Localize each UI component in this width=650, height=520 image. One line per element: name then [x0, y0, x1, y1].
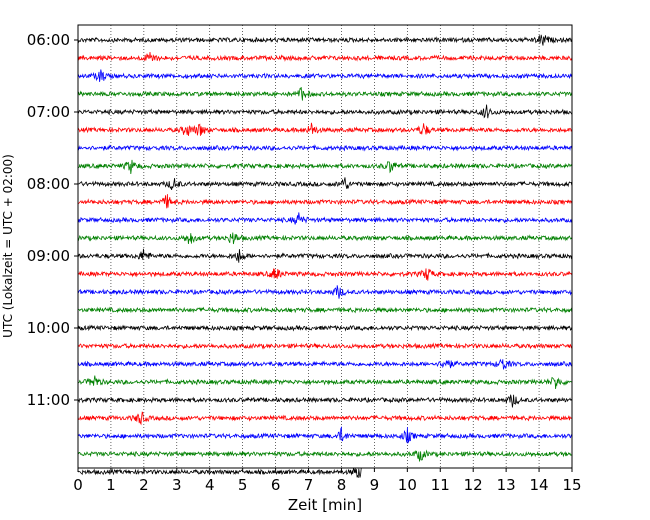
trace-row [78, 425, 573, 445]
x-tick-label: 10 [398, 476, 417, 494]
trace-row [77, 122, 573, 136]
x-tick-label: 6 [271, 476, 281, 494]
trace-row [77, 232, 573, 245]
trace-row [77, 306, 573, 314]
x-tick-label: 1 [106, 476, 116, 494]
x-tick-label: 15 [562, 476, 581, 494]
x-tick-label: 4 [205, 476, 215, 494]
y-tick-label: 09:00 [27, 247, 70, 265]
x-tick-label: 13 [497, 476, 516, 494]
trace-row [77, 411, 573, 426]
trace-row [77, 342, 573, 350]
y-axis-label: UTC (Lokalzeit = UTC + 02:00) [1, 154, 15, 338]
trace-row [77, 358, 573, 371]
x-gridlines [110, 25, 540, 468]
x-tick-label: 8 [337, 476, 347, 494]
x-axis-ticks: 0 1 2 3 4 5 6 7 8 9 10 11 12 13 14 15 [73, 468, 582, 494]
x-tick-label: 3 [172, 476, 182, 494]
trace-row [77, 86, 573, 101]
trace-row [77, 144, 573, 152]
x-tick-label: 12 [464, 476, 483, 494]
y-tick-label: 07:00 [27, 103, 70, 121]
x-tick-label: 5 [238, 476, 248, 494]
y-tick-label: 06:00 [27, 31, 70, 49]
trace-row [77, 394, 573, 408]
trace-row [77, 285, 573, 299]
x-tick-label: 7 [304, 476, 314, 494]
trace-row [77, 375, 573, 390]
x-tick-label: 9 [370, 476, 380, 494]
trace-row [77, 194, 573, 209]
trace-row [77, 104, 573, 119]
trace-row [77, 34, 573, 46]
trace-row [77, 467, 362, 479]
y-axis-ticks: 06:00 07:00 08:00 09:00 10:00 11:00 [27, 31, 78, 409]
x-tick-label: 0 [73, 476, 83, 494]
trace-row [77, 449, 573, 463]
y-tick-label: 10:00 [27, 319, 70, 337]
plot-frame [77, 24, 573, 469]
x-tick-label: 2 [139, 476, 149, 494]
x-tick-label: 11 [431, 476, 450, 494]
trace-row [77, 268, 573, 281]
trace-row [77, 159, 573, 175]
x-axis-label: Zeit [min] [288, 496, 362, 514]
seismogram-traces [77, 34, 573, 479]
trace-row [77, 212, 573, 225]
trace-row [77, 248, 573, 263]
x-tick-label: 14 [530, 476, 549, 494]
trace-row [77, 177, 573, 190]
y-tick-label: 08:00 [27, 175, 70, 193]
y-tick-label: 11:00 [27, 391, 70, 409]
trace-row [77, 324, 573, 332]
trace-row [77, 52, 573, 62]
trace-row [77, 69, 573, 82]
